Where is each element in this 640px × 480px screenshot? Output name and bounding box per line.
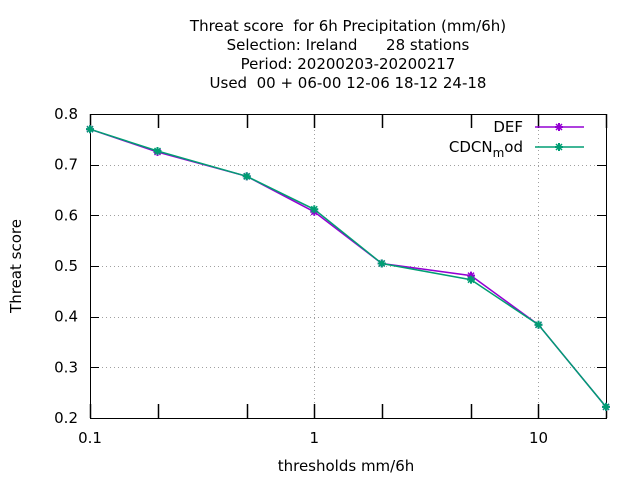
data-point-series-1 [310,205,318,213]
legend-marker-0 [555,123,563,131]
data-point-series-1 [534,321,543,329]
title-line-2: Selection: Ireland 28 stations [226,36,470,54]
x-tick-label: 0.1 [78,429,102,447]
plot-frame [90,114,607,419]
title-line-1: Threat score for 6h Precipitation (mm/6h… [189,17,507,35]
y-axis-label: Threat score [7,219,25,314]
x-tick-label: 10 [529,429,548,447]
y-tick-label: 0.3 [54,358,78,376]
legend-label-0: DEF [493,118,523,136]
data-point-series-1 [602,403,610,411]
x-tick-label: 1 [309,429,319,447]
grid [90,114,606,418]
title-line-4: Used 00 + 06-00 12-06 18-12 24-18 [209,74,487,92]
title-line-3: Period: 20200203-20200217 [240,55,456,73]
y-tick-label: 0.5 [54,257,78,275]
series-line-0 [89,128,607,408]
x-axis-label: thresholds mm/6h [278,457,415,475]
series-lines [86,125,610,411]
data-point-series-1 [378,259,386,267]
chart-title: Threat score for 6h Precipitation (mm/6h… [90,17,606,93]
tick-labels: 0.2 0.3 0.4 0.5 0.6 0.7 0.8 0.1 1 10 [54,105,548,447]
axis-ticks [89,114,608,419]
series-line-1 [89,128,607,408]
y-tick-label: 0.7 [54,156,78,174]
data-point-series-1 [467,276,475,284]
data-point-series-1 [243,172,251,180]
y-tick-label: 0.6 [54,206,78,224]
y-tick-label: 0.4 [54,308,78,326]
y-tick-label: 0.2 [54,409,78,427]
y-tick-label: 0.8 [54,105,78,123]
data-point-series-1 [86,125,94,133]
legend-label-1: CDCNmod [449,138,523,160]
legend-marker-1 [555,143,563,151]
legend: DEF CDCNmod [449,118,584,160]
data-point-series-1 [153,147,162,155]
